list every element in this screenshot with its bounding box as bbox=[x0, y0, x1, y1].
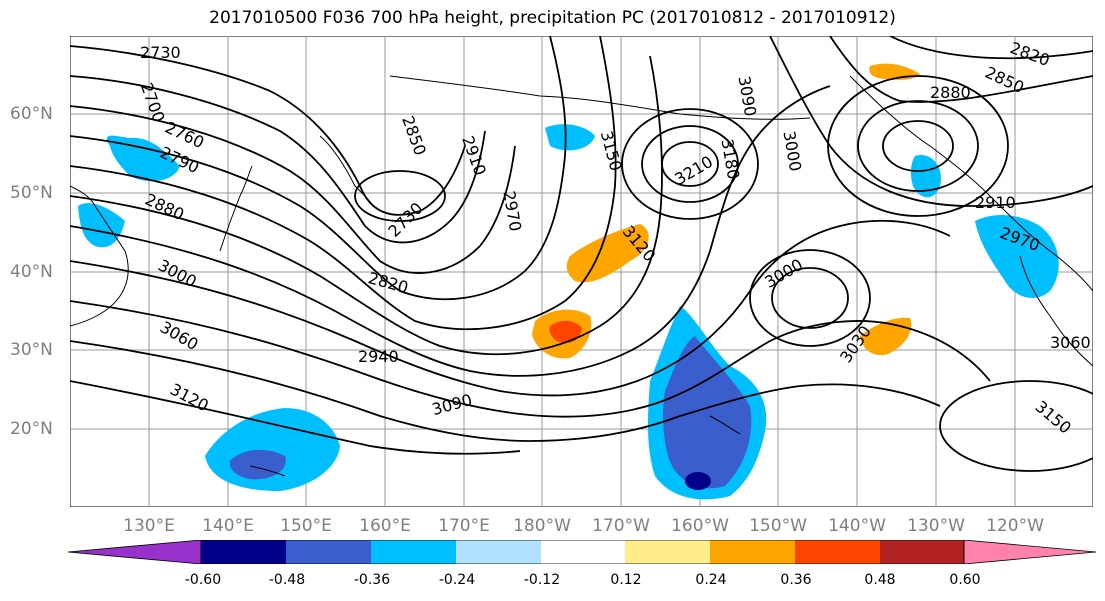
colorbar-bin bbox=[880, 540, 964, 564]
lon-label: 180°W bbox=[513, 516, 571, 536]
colorbar-tick: -0.12 bbox=[523, 572, 561, 588]
contour-label: 2910 bbox=[975, 193, 1016, 212]
negative-anomaly-region bbox=[106, 135, 180, 182]
colorbar-bin bbox=[541, 540, 625, 564]
lon-label: 140°W bbox=[828, 516, 886, 536]
lat-label: 50°N bbox=[10, 183, 53, 203]
colorbar-tick: 0.60 bbox=[949, 572, 981, 588]
negative-anomaly-core bbox=[685, 472, 711, 490]
lon-label: 160°W bbox=[671, 516, 729, 536]
colorbar-tick: 0.24 bbox=[695, 572, 727, 588]
contour-label: 2940 bbox=[358, 347, 399, 366]
colorbar-tick: -0.48 bbox=[268, 572, 306, 588]
contour-label: 2730 bbox=[140, 43, 181, 62]
lon-label: 160°E bbox=[359, 516, 411, 536]
colorbar-extend-low bbox=[68, 540, 202, 564]
aleutian-islands bbox=[389, 75, 811, 120]
negative-anomaly-region bbox=[910, 155, 941, 198]
coastlines bbox=[70, 75, 1093, 477]
colorbar-bin bbox=[456, 540, 541, 564]
colorbar-bin bbox=[625, 540, 710, 564]
precipitation-shading bbox=[78, 63, 1059, 500]
positive-anomaly-region bbox=[566, 224, 649, 283]
height-contours bbox=[70, 36, 1093, 472]
contour-label: 2880 bbox=[930, 83, 971, 102]
positive-anomaly-region bbox=[549, 320, 582, 344]
lat-label: 40°N bbox=[10, 262, 53, 282]
contour-label: 3060 bbox=[1050, 333, 1091, 352]
negative-anomaly-region bbox=[663, 336, 752, 489]
colorbar-bin bbox=[710, 540, 795, 564]
japan-coastline bbox=[219, 165, 253, 252]
colorbar-tick: 0.12 bbox=[610, 572, 642, 588]
hawaii-islands bbox=[709, 415, 741, 435]
colorbar-bin bbox=[795, 540, 880, 564]
alaska-coastline bbox=[849, 75, 1093, 292]
lon-label: 150°E bbox=[280, 516, 332, 536]
lon-label: 150°W bbox=[749, 516, 807, 536]
negative-anomaly-region bbox=[975, 214, 1059, 299]
lon-label: 170°W bbox=[592, 516, 650, 536]
map-panel: 2730 2700 2760 2790 2880 3000 3060 3120 … bbox=[70, 36, 1093, 507]
lat-label: 20°N bbox=[10, 419, 53, 439]
colorbar-bin bbox=[371, 540, 456, 564]
colorbar-tick: -0.24 bbox=[438, 572, 476, 588]
pacific-islands bbox=[249, 465, 286, 477]
colorbar bbox=[68, 540, 1096, 564]
negative-anomaly-region bbox=[78, 203, 125, 248]
lat-label: 60°N bbox=[10, 104, 53, 124]
lon-label: 130°E bbox=[123, 516, 175, 536]
negative-anomaly-region bbox=[545, 124, 595, 151]
positive-anomaly-region bbox=[860, 317, 912, 356]
colorbar-tick: -0.36 bbox=[353, 572, 391, 588]
colorbar-tick: 0.36 bbox=[780, 572, 812, 588]
colorbar-extend-high bbox=[963, 540, 1096, 564]
lon-label: 130°W bbox=[907, 516, 965, 536]
lon-label: 140°E bbox=[202, 516, 254, 536]
lon-label: 120°W bbox=[986, 516, 1044, 536]
colorbar-bin bbox=[286, 540, 371, 564]
north-america-coastline bbox=[1019, 255, 1093, 367]
lat-label: 30°N bbox=[10, 340, 53, 360]
map-title: 2017010500 F036 700 hPa height, precipit… bbox=[209, 8, 896, 28]
lon-label: 170°E bbox=[438, 516, 490, 536]
colorbar-tick: -0.60 bbox=[184, 572, 222, 588]
colorbar-tick: 0.48 bbox=[864, 572, 896, 588]
colorbar-bin bbox=[201, 540, 286, 564]
